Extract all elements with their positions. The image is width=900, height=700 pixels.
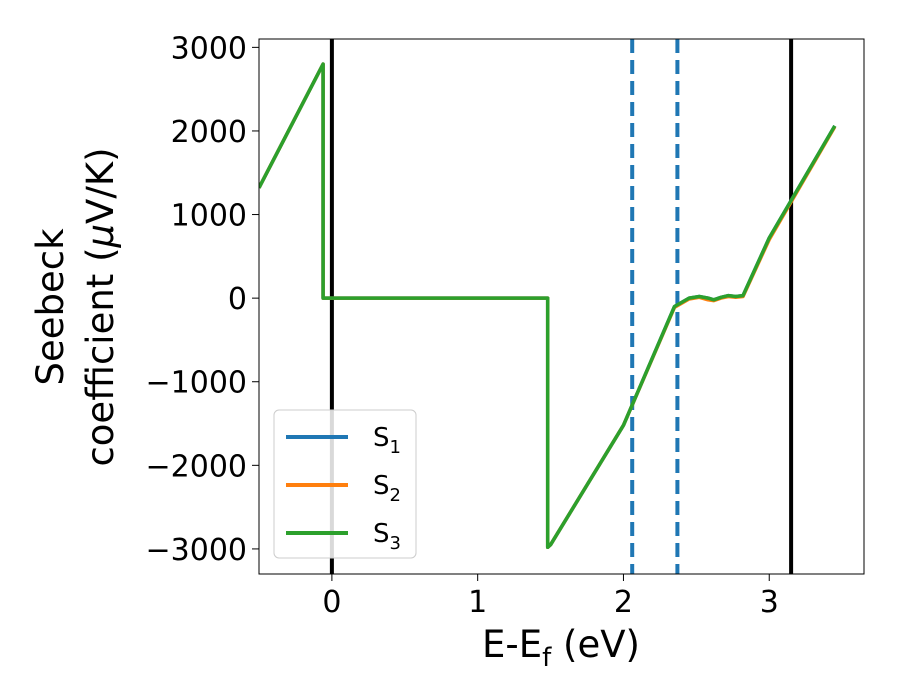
y-axis: 3000 2000 1000 0 −1000 −2000 −3000 [146,31,259,568]
y-axis-label-line2: coefficient (μV/K) [79,147,122,466]
series-line-s3 [259,62,837,550]
x-tick-label: 0 [322,585,341,620]
y-axis-label-line1: Seebeck [29,228,72,386]
legend: S1 S2 S3 [273,409,417,559]
legend-label-s3: S3 [373,519,401,554]
x-tick-label: 3 [760,585,779,620]
legend-label-s1: S1 [373,423,401,458]
legend-label-s2: S2 [373,471,401,506]
x-axis-label: E-Ef (eV) [482,623,640,673]
plot-area [259,39,837,574]
y-tick-label: −1000 [146,366,247,401]
y-tick-label: 0 [228,282,247,317]
y-tick-label: 1000 [171,199,247,234]
y-tick-label: 3000 [171,31,247,66]
x-tick-label: 1 [468,585,487,620]
y-tick-label: −2000 [146,449,247,484]
x-tick-label: 2 [614,585,633,620]
y-tick-label: 2000 [171,115,247,150]
x-axis: 0 1 2 3 [322,574,779,620]
y-tick-label: −3000 [146,533,247,568]
plot-frame [258,38,865,575]
